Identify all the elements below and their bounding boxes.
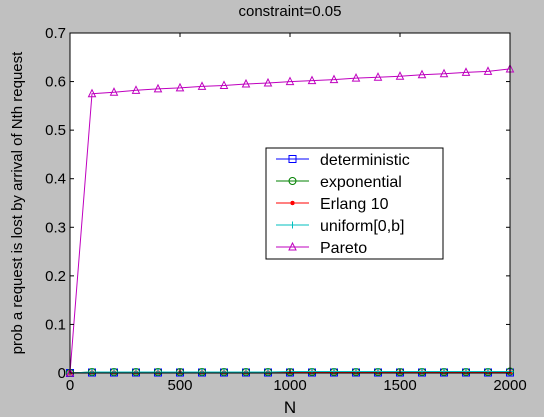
data-point [131, 85, 141, 94]
y-tick-label: 0.5 [45, 122, 66, 139]
data-point [264, 368, 272, 376]
data-point [307, 75, 317, 85]
data-point [461, 67, 471, 76]
legend-label: Pareto [320, 240, 367, 257]
legend-entry: Erlang 10 [276, 196, 389, 213]
data-point [418, 368, 426, 376]
axes-layer: 0 500 1000 1500 2000 0 0.1 0.2 0.3 0.4 0.5 0.6 0.7 [45, 25, 527, 394]
data-point [374, 368, 382, 376]
x-tick-label: 2000 [493, 377, 526, 394]
x-tick-label: 1000 [273, 377, 306, 394]
x-tick-label: 500 [167, 377, 192, 394]
legend-label: deterministic [320, 152, 410, 169]
legend-entry: exponential [276, 174, 402, 191]
data-point [109, 87, 119, 96]
data-point [175, 82, 185, 92]
data-point [110, 368, 118, 376]
legend-marker [288, 241, 297, 251]
legend: deterministic exponential Erlang 10 uniform… [265, 147, 444, 260]
legend-label: uniform[0,b] [320, 218, 404, 235]
data-point [153, 83, 163, 93]
data-point [330, 368, 338, 376]
legend-marker [290, 200, 295, 206]
data-point [263, 77, 273, 87]
series-pareto [65, 63, 515, 377]
data-point [308, 368, 316, 376]
y-tick-label: 0 [58, 365, 66, 382]
data-point [462, 368, 470, 376]
data-point [439, 68, 449, 78]
y-tick-label: 0.7 [45, 25, 66, 42]
legend-entry: Pareto [276, 240, 367, 257]
data-point [241, 78, 251, 88]
data-point [242, 368, 250, 376]
data-point [285, 76, 295, 86]
data-point [197, 81, 207, 90]
y-tick-label: 0.2 [45, 268, 66, 285]
data-point [352, 368, 360, 376]
legend-marker [288, 177, 297, 185]
y-axis-label: prob a request is lost by arrival of Nth… [9, 51, 26, 354]
data-point [395, 71, 405, 80]
data-point [154, 368, 162, 376]
data-point [351, 73, 361, 82]
data-point [132, 368, 140, 376]
data-point [417, 69, 427, 79]
legend-marker [288, 155, 297, 163]
data-point [88, 368, 96, 376]
data-point [440, 368, 448, 376]
legend-label: Erlang 10 [320, 196, 389, 213]
y-tick-label: 0.3 [45, 219, 66, 236]
x-tick-label: 1500 [383, 377, 416, 394]
data-point [483, 66, 493, 75]
legend-marker [289, 221, 296, 229]
data-point [484, 368, 492, 376]
y-tick-label: 0.1 [45, 316, 66, 333]
chart-title: constraint=0.05 [239, 3, 342, 20]
x-axis-label: N [284, 398, 296, 417]
legend-entry: deterministic [276, 152, 410, 169]
y-tick-label: 0.4 [45, 171, 66, 188]
y-tick-label: 0.6 [45, 74, 66, 91]
data-point [373, 72, 383, 81]
data-point [220, 368, 228, 376]
series-line [69, 68, 511, 374]
legend-label: exponential [320, 174, 402, 191]
data-point [87, 88, 97, 98]
legend-entry: uniform[0,b] [276, 218, 404, 235]
data-point [219, 80, 229, 89]
x-tick-label: 0 [66, 377, 74, 394]
data-point [198, 368, 206, 376]
data-point [329, 74, 339, 84]
